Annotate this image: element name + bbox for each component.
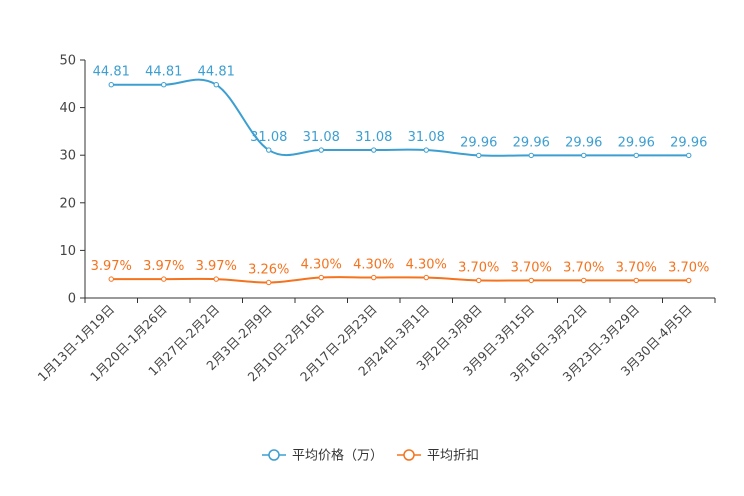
data-label: 3.97% (143, 259, 184, 274)
legend-marker-icon (268, 449, 280, 461)
series-2: 3.97% 3.97% 3.97% 3.26% 4.30% 4.30% 4.30% 3.70%… (91, 258, 709, 286)
data-point (581, 277, 587, 284)
y-tick-label: 20 (59, 196, 76, 211)
legend[interactable]: 平均价格（万） 平均折扣 (262, 448, 479, 464)
data-label: 3.70% (458, 260, 499, 275)
data-label: 31.08 (355, 130, 392, 145)
y-tick-label: 0 (68, 292, 76, 307)
legend-item-1[interactable]: 平均价格（万） (262, 448, 383, 464)
legend-label: 平均折扣 (427, 449, 479, 464)
data-label: 3.26% (248, 262, 289, 277)
data-label: 4.30% (353, 258, 394, 273)
data-point (423, 274, 429, 281)
data-label: 31.08 (408, 130, 445, 145)
y-tick-label: 30 (59, 149, 76, 164)
data-label: 44.81 (93, 65, 130, 80)
data-label: 29.96 (513, 135, 550, 150)
data-label: 29.96 (618, 135, 655, 150)
data-point (266, 279, 272, 286)
data-point (108, 276, 114, 282)
data-label: 3.70% (563, 260, 604, 275)
data-label: 4.30% (301, 258, 342, 273)
data-label: 29.96 (460, 135, 497, 150)
y-tick-label: 50 (59, 54, 76, 69)
y-tick-label: 10 (59, 244, 76, 259)
legend-label: 平均价格（万） (292, 448, 383, 464)
data-label: 3.70% (668, 260, 709, 275)
data-point (476, 152, 482, 159)
data-label: 3.97% (196, 259, 237, 274)
data-point (581, 152, 587, 159)
data-point (213, 276, 219, 282)
data-label: 44.81 (198, 65, 235, 80)
data-label: 4.30% (406, 258, 447, 273)
data-label: 3.70% (616, 260, 657, 275)
data-point (161, 276, 167, 282)
data-point (633, 152, 639, 159)
data-point (161, 82, 167, 88)
data-point (108, 82, 114, 88)
data-point (423, 147, 429, 153)
data-point (213, 82, 219, 88)
data-point (266, 147, 272, 153)
data-point (686, 152, 692, 159)
data-label: 3.70% (511, 260, 552, 275)
data-point (371, 147, 377, 153)
data-point (633, 277, 639, 284)
data-label: 31.08 (303, 130, 340, 145)
legend-item-2[interactable]: 平均折扣 (397, 449, 479, 464)
data-point (528, 152, 534, 159)
data-point (686, 277, 692, 284)
data-point (371, 274, 377, 281)
data-point (476, 277, 482, 284)
y-tick-label: 40 (59, 101, 76, 116)
data-point (318, 147, 324, 153)
data-label: 3.97% (91, 259, 132, 274)
data-label: 31.08 (250, 130, 287, 145)
data-label: 29.96 (670, 135, 707, 150)
data-label: 44.81 (145, 65, 182, 80)
data-label: 29.96 (565, 135, 602, 150)
series-layer: 44.81 44.81 44.81 31.08 31.08 31.08 31.08 29.96… (91, 65, 709, 286)
data-point (528, 277, 534, 284)
data-point (318, 274, 324, 281)
series-line (111, 276, 689, 284)
axes: 010203040501月13日-1月19日1月20日-1月26日1月27日-2… (34, 54, 716, 384)
legend-marker-icon (403, 449, 415, 461)
series-1: 44.81 44.81 44.81 31.08 31.08 31.08 31.08 29.96… (93, 65, 707, 159)
